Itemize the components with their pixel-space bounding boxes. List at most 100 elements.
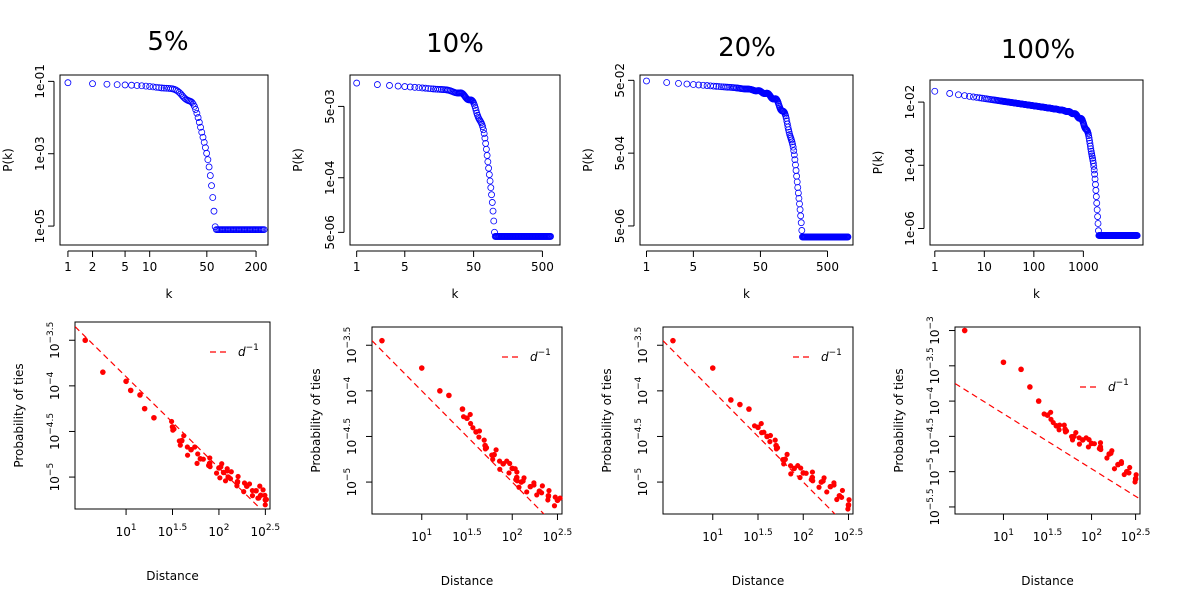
data-point	[490, 217, 498, 225]
data-point	[1092, 193, 1100, 200]
data-point	[234, 483, 240, 489]
data-point	[467, 411, 473, 418]
distance-panel-0: 101 101.5 102 102.5 10−5 10−4.5 10−4 10−3.5 Dist…	[12, 321, 280, 583]
data-point	[195, 118, 203, 126]
data-point	[1093, 199, 1101, 207]
data-point	[521, 475, 527, 481]
data-point	[710, 82, 717, 90]
data-point	[103, 80, 111, 88]
y-tick-label: 1e-05	[33, 209, 47, 244]
data-point	[773, 446, 780, 452]
data-point	[205, 163, 213, 171]
data-point	[973, 94, 981, 101]
data-point	[198, 128, 206, 136]
data-point	[188, 99, 196, 106]
y-tick-label: 10−5.5	[926, 488, 942, 525]
data-point	[643, 77, 650, 85]
y-tick-label: 10−4	[46, 371, 62, 400]
x-axis-label: Distance	[146, 569, 198, 583]
data-point	[485, 164, 492, 172]
data-point	[127, 387, 134, 394]
x-tick-label: 101.5	[743, 528, 773, 544]
x-tick-label: 10	[142, 260, 157, 274]
x-tick-label: 5	[690, 260, 698, 274]
data-point	[976, 94, 983, 102]
data-point	[1126, 470, 1132, 476]
y-axis-label: Probability of ties	[309, 368, 323, 472]
data-point	[816, 484, 822, 490]
y-tick-label: 10−3	[926, 316, 942, 345]
data-point	[123, 378, 129, 385]
data-point	[168, 418, 175, 425]
data-point	[1092, 186, 1100, 194]
data-points	[931, 87, 1141, 239]
data-point	[184, 444, 190, 450]
x-tick-label: 500	[816, 260, 839, 274]
y-tick-label: 5e-06	[613, 209, 627, 244]
data-point	[506, 470, 512, 476]
data-point	[516, 484, 522, 490]
x-tick-label: 1	[64, 260, 72, 274]
data-point	[1076, 441, 1083, 447]
data-point	[1118, 460, 1125, 466]
data-point	[128, 81, 135, 89]
data-point	[246, 481, 253, 487]
data-point	[260, 487, 266, 493]
data-point	[415, 84, 423, 92]
data-point	[703, 82, 711, 89]
data-point	[1090, 162, 1098, 170]
data-point	[1086, 437, 1092, 443]
degree-panel-3: 100% 1 10 100 1000 1e-06 1e-04 1e-02 k P(k)	[871, 35, 1144, 301]
y-tick-label: 1e-03	[33, 136, 47, 171]
data-point	[946, 90, 954, 97]
data-point	[228, 469, 234, 475]
plot-frame	[349, 74, 561, 246]
data-point	[489, 452, 495, 458]
data-point	[151, 414, 157, 421]
data-point	[472, 107, 480, 114]
x-axis-label: Distance	[732, 574, 784, 588]
data-point	[1086, 139, 1094, 147]
data-point	[191, 102, 198, 110]
data-point	[184, 452, 191, 458]
y-tick-label: 1e-06	[903, 211, 917, 246]
x-tick-label: 50	[466, 260, 481, 274]
data-point	[1035, 398, 1042, 404]
data-point	[213, 470, 220, 476]
data-point	[821, 475, 827, 481]
x-tick-label: 5	[121, 260, 129, 274]
data-point	[1088, 152, 1096, 160]
data-point	[547, 233, 554, 240]
data-point	[1109, 448, 1115, 454]
data-point	[203, 149, 211, 157]
data-point	[709, 365, 716, 371]
data-point	[206, 172, 214, 179]
panel-title: 20%	[718, 33, 776, 63]
data-point	[113, 81, 121, 89]
distance-panel-2: 101 101.5 102 102.5 10−5 10−4.5 10−4 10−3.5 Dist…	[600, 326, 864, 588]
data-point	[241, 480, 248, 486]
data-point	[545, 497, 551, 503]
data-point	[427, 85, 435, 93]
data-point	[487, 184, 495, 192]
y-tick-label: 5e-06	[323, 215, 337, 250]
data-point	[194, 460, 200, 466]
data-point	[846, 497, 852, 503]
data-point	[1027, 384, 1033, 390]
data-point	[514, 469, 520, 475]
fit-line	[372, 340, 545, 514]
data-point	[476, 428, 483, 434]
data-point	[263, 496, 270, 503]
x-axis-label: Distance	[441, 574, 493, 588]
data-point	[1090, 166, 1098, 174]
x-tick-label: 102.5	[834, 528, 864, 544]
data-point	[459, 406, 466, 412]
legend-label: d−1	[821, 348, 842, 364]
degree-panel-1: 10% 1 5 50 500 5e-06 1e-04 5e-03 k P(k)	[291, 29, 561, 301]
data-point	[784, 123, 792, 131]
data-point	[256, 495, 262, 501]
data-point	[176, 438, 182, 444]
data-point	[955, 91, 962, 99]
data-point	[793, 178, 801, 186]
y-tick-label: 1e-04	[323, 160, 337, 195]
